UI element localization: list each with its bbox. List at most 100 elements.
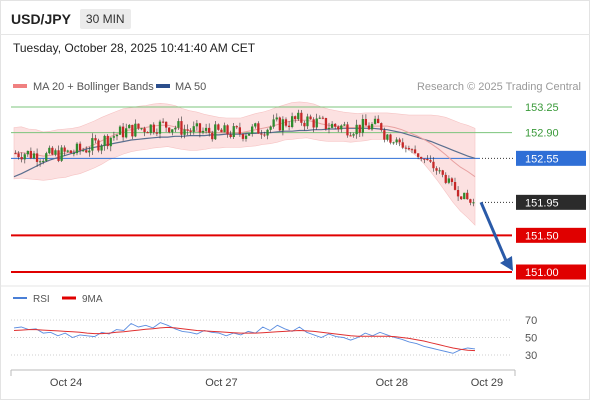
candle-body	[438, 170, 441, 172]
candle-body	[152, 124, 155, 133]
candle-body	[180, 121, 183, 135]
candle-body	[195, 123, 198, 127]
rsi-ma-legend-label: 9MA	[82, 294, 103, 305]
candle-body	[352, 134, 355, 136]
candle-body	[269, 126, 272, 130]
candle-body	[275, 117, 278, 120]
candle-body	[54, 150, 57, 155]
candle-body	[287, 125, 291, 127]
candle-body	[429, 160, 432, 162]
rsi-tick-0: 70	[525, 315, 537, 327]
candle-body	[226, 125, 229, 135]
level-label-1: 152.90	[525, 128, 559, 140]
candle-body	[291, 116, 294, 127]
candle-body	[69, 150, 72, 154]
candle-body	[174, 127, 177, 130]
forecast-arrow-head	[500, 256, 513, 271]
candle-body	[294, 116, 297, 120]
price-levels: 153.25 152.90 152.55 151.95 151.50 151.00	[11, 102, 586, 280]
candle-body	[94, 138, 97, 141]
level-label-4: 151.50	[525, 230, 559, 242]
candle-body	[32, 153, 36, 159]
moving-averages	[13, 119, 476, 178]
candle-body	[254, 123, 257, 127]
candle-body	[472, 202, 475, 204]
x-label-0: Oct 24	[50, 377, 82, 389]
candle-body	[251, 126, 254, 134]
candle-body	[214, 124, 217, 140]
candle-body	[177, 121, 180, 128]
candle-body	[346, 124, 349, 136]
level-label-5: 151.00	[525, 267, 559, 279]
candle-body	[235, 126, 238, 128]
candle-body	[211, 132, 214, 140]
candle-body	[330, 123, 334, 128]
candle-body	[407, 148, 411, 150]
candle-body	[456, 190, 460, 197]
candle-body	[165, 121, 168, 128]
bollinger-bands	[13, 101, 476, 226]
rsi-legend-label: RSI	[33, 294, 50, 305]
symbol-title: USD/JPY	[11, 11, 71, 27]
candle-body	[131, 124, 134, 137]
candle-body	[186, 129, 189, 131]
candle-body	[106, 135, 109, 147]
level-label-box-4	[516, 227, 586, 243]
candle-body	[23, 154, 26, 160]
candle-body	[155, 132, 158, 134]
credit-text: Research © 2025 Trading Central	[417, 81, 581, 93]
ma50-line	[13, 127, 476, 178]
x-label-3: Oct 29	[471, 377, 503, 389]
rsi-tick-2: 30	[525, 350, 537, 362]
rsi-tick-1: 50	[525, 333, 537, 345]
candle-body	[72, 153, 76, 155]
candle-body	[321, 117, 324, 119]
level-label-box-3	[516, 194, 586, 210]
candle-body	[453, 182, 457, 190]
ma20-legend-swatch	[13, 84, 27, 88]
level-label-2: 152.55	[525, 153, 559, 165]
candle-body	[460, 196, 463, 200]
candle-body	[327, 127, 331, 129]
candle-body	[417, 153, 420, 157]
candle-body	[137, 123, 140, 129]
candle-body	[266, 129, 269, 136]
candle-body	[334, 123, 337, 127]
candle-body	[423, 158, 426, 160]
candle-body	[88, 150, 91, 153]
candle-body	[244, 135, 248, 139]
candle-body	[306, 116, 309, 127]
candle-body	[435, 168, 438, 171]
candle-body	[444, 174, 447, 183]
candle-body	[401, 142, 404, 148]
candle-body	[161, 121, 165, 123]
candle-body	[241, 134, 245, 139]
candle-body	[20, 157, 23, 160]
candle-body	[189, 130, 192, 132]
candlesticks	[14, 109, 475, 207]
candle-body	[380, 123, 383, 131]
candle-body	[223, 125, 226, 133]
candle-body	[14, 153, 17, 155]
candle-body	[398, 139, 401, 143]
candle-body	[300, 112, 303, 123]
candle-body	[337, 126, 340, 130]
candle-body	[149, 124, 152, 134]
candle-body	[35, 153, 39, 162]
candle-body	[340, 125, 343, 130]
candle-body	[404, 147, 407, 149]
candle-body	[100, 145, 103, 151]
candle-body	[146, 132, 149, 134]
candle-body	[469, 199, 472, 203]
candle-body	[343, 124, 346, 126]
timeframe-badge[interactable]: 30 MIN	[79, 9, 131, 29]
ma20-line	[13, 119, 476, 178]
candle-body	[297, 112, 300, 120]
candle-body	[112, 136, 115, 138]
candle-body	[171, 129, 174, 133]
candle-body	[410, 149, 414, 151]
candle-body	[91, 138, 94, 151]
candle-body	[355, 124, 358, 135]
candle-body	[426, 159, 429, 161]
candle-body	[309, 116, 312, 120]
